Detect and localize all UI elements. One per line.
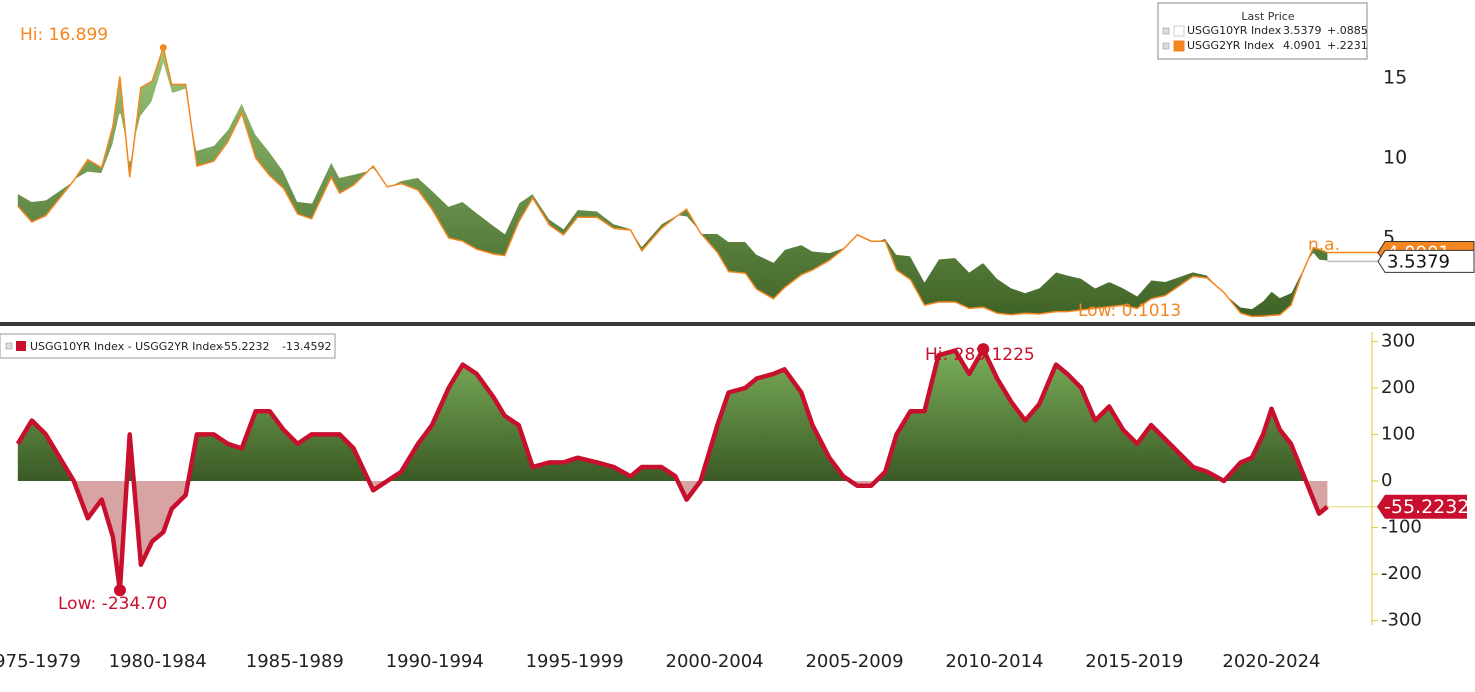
series-line bbox=[17, 44, 1328, 318]
x-tick-label: 1985-1989 bbox=[246, 651, 344, 672]
y-tick-label: 300 bbox=[1381, 330, 1415, 351]
series-line bbox=[15, 346, 1329, 593]
legend-change: +.2231 bbox=[1327, 39, 1368, 52]
last-value-label: 3.5379 bbox=[1387, 251, 1450, 272]
legend-name: USGG2YR Index bbox=[1187, 39, 1275, 52]
legend-box bbox=[0, 333, 336, 359]
x-tick-label: 1980-1984 bbox=[109, 651, 207, 672]
spread-band bbox=[17, 47, 1328, 317]
x-tick-label: 1990-1994 bbox=[386, 651, 484, 672]
last-value-box bbox=[1377, 494, 1467, 519]
extreme-marker bbox=[977, 343, 990, 356]
x-tick-label: 2010-2014 bbox=[945, 651, 1043, 672]
y-tick-label: 15 bbox=[1383, 67, 1407, 89]
last-value-label: -55.2232 bbox=[1384, 496, 1469, 518]
annotation: n.a. bbox=[1308, 235, 1340, 255]
legend-change: +.0885 bbox=[1327, 24, 1368, 37]
annotation: Low: -234.70 bbox=[58, 594, 167, 614]
annotation: Hi: 16.899 bbox=[20, 25, 108, 45]
annotation: Hi: 283.1225 bbox=[925, 345, 1035, 365]
y-tick-label: -200 bbox=[1381, 563, 1422, 584]
legend-value: -55.2232 bbox=[220, 340, 269, 353]
x-tick-label: 1995-1999 bbox=[526, 651, 624, 672]
legend-swatch bbox=[16, 341, 26, 351]
y-tick-label: 200 bbox=[1381, 377, 1415, 398]
extreme-marker bbox=[113, 584, 126, 597]
legend-name: USGG10YR Index - USGG2YR Index bbox=[30, 340, 223, 353]
x-tick-label: 2000-2004 bbox=[666, 651, 764, 672]
y-tick-label: 100 bbox=[1381, 423, 1415, 444]
legend-swatch bbox=[1173, 25, 1185, 37]
legend-box bbox=[1157, 2, 1368, 60]
legend-change: -13.4592 bbox=[282, 340, 331, 353]
panel-separator bbox=[0, 322, 1475, 326]
series-line bbox=[17, 62, 1328, 310]
x-tick-label: 2005-2009 bbox=[805, 651, 903, 672]
x-tick-label: 2020-2024 bbox=[1222, 651, 1320, 672]
legend-swatch bbox=[1173, 40, 1185, 52]
y-tick-label: -300 bbox=[1381, 610, 1422, 631]
y-tick-label: 0 bbox=[1381, 470, 1392, 491]
x-tick-label: 1975-1979 bbox=[0, 651, 81, 672]
legend-title: Last Price bbox=[1241, 10, 1294, 23]
hi-marker bbox=[159, 44, 167, 52]
last-value-box bbox=[1377, 249, 1475, 273]
area-positive bbox=[17, 349, 1328, 481]
y-tick-label: -100 bbox=[1381, 517, 1422, 538]
legend-toggle bbox=[1162, 27, 1170, 35]
y-tick-label: 10 bbox=[1383, 147, 1407, 169]
legend-toggle bbox=[5, 342, 13, 350]
annotation: Low: 0.1013 bbox=[1078, 301, 1181, 321]
area-negative bbox=[17, 481, 1328, 591]
x-tick-label: 2015-2019 bbox=[1085, 651, 1183, 672]
legend-value: 4.0901 bbox=[1283, 39, 1322, 52]
legend-name: USGG10YR Index bbox=[1187, 24, 1282, 37]
legend-toggle bbox=[1162, 42, 1170, 50]
legend-value: 3.5379 bbox=[1283, 24, 1322, 37]
